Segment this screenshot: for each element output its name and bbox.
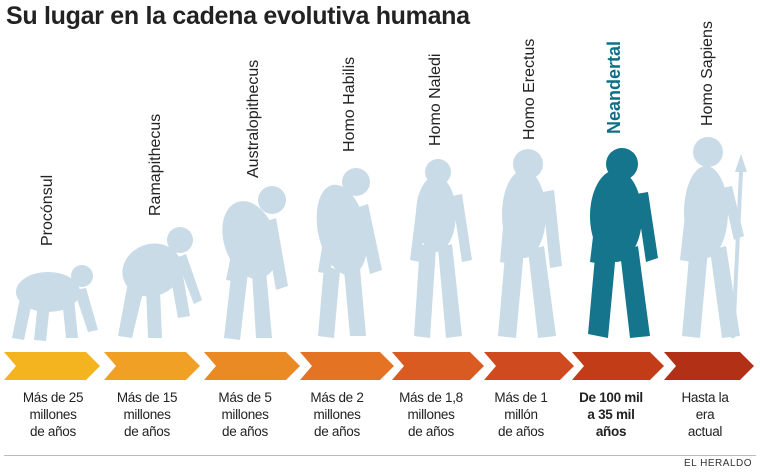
arrow-7 xyxy=(572,352,664,380)
stage-age-homo-naledi: Más de 1,8 millones de años xyxy=(399,390,463,439)
neandertal-silhouette xyxy=(588,148,658,338)
arrow-6 xyxy=(484,352,574,380)
homo-erectus-silhouette xyxy=(498,149,562,338)
timeline-arrows xyxy=(4,352,754,380)
arrow-8 xyxy=(664,352,754,380)
stage-age-australopithecus: Más de 5 millones de años xyxy=(218,390,272,439)
arrow-3 xyxy=(204,352,300,380)
arrow-2 xyxy=(104,352,200,380)
arrow-5 xyxy=(392,352,484,380)
arrow-4 xyxy=(300,352,394,380)
homo-sapiens-silhouette xyxy=(680,137,747,338)
stage-name-homo-habilis: Homo Habilis xyxy=(341,56,358,152)
stage-name-homo-naledi: Homo Naledi xyxy=(427,53,444,146)
stage-age-homo-sapiens: Hasta la era actual xyxy=(681,390,729,439)
homo-naledi-silhouette xyxy=(410,159,472,338)
australopithecus-silhouette xyxy=(222,186,288,340)
stage-name-proconsul: Procónsul xyxy=(39,174,56,246)
stage-name-neandertal: Neandertal xyxy=(604,40,624,134)
stage-age-homo-erectus: Más de 1 millón de años xyxy=(494,390,548,439)
proconsul-silhouette xyxy=(12,265,98,341)
stage-name-australopithecus: Australopithecus xyxy=(245,59,262,178)
ramapithecus-silhouette xyxy=(118,227,202,338)
page-title: Su lugar en la cadena evolutiva humana xyxy=(6,2,470,30)
stage-name-homo-erectus: Homo Erectus xyxy=(521,38,538,140)
stage-name-ramapithecus: Ramapithecus xyxy=(147,113,164,216)
stage-age-proconsul: Más de 25 millones de años xyxy=(22,390,84,439)
credit-label: EL HERALDO xyxy=(684,458,752,469)
stage-age-homo-habilis: Más de 2 millones de años xyxy=(310,390,364,439)
homo-habilis-silhouette xyxy=(316,168,382,338)
footer-divider xyxy=(4,455,756,456)
arrow-1 xyxy=(4,352,100,380)
stage-age-neandertal: De 100 mil a 35 mil años xyxy=(579,390,643,439)
stage-age-ramapithecus: Más de 15 millones de años xyxy=(116,390,178,439)
stage-name-homo-sapiens: Homo Sapiens xyxy=(699,21,716,126)
